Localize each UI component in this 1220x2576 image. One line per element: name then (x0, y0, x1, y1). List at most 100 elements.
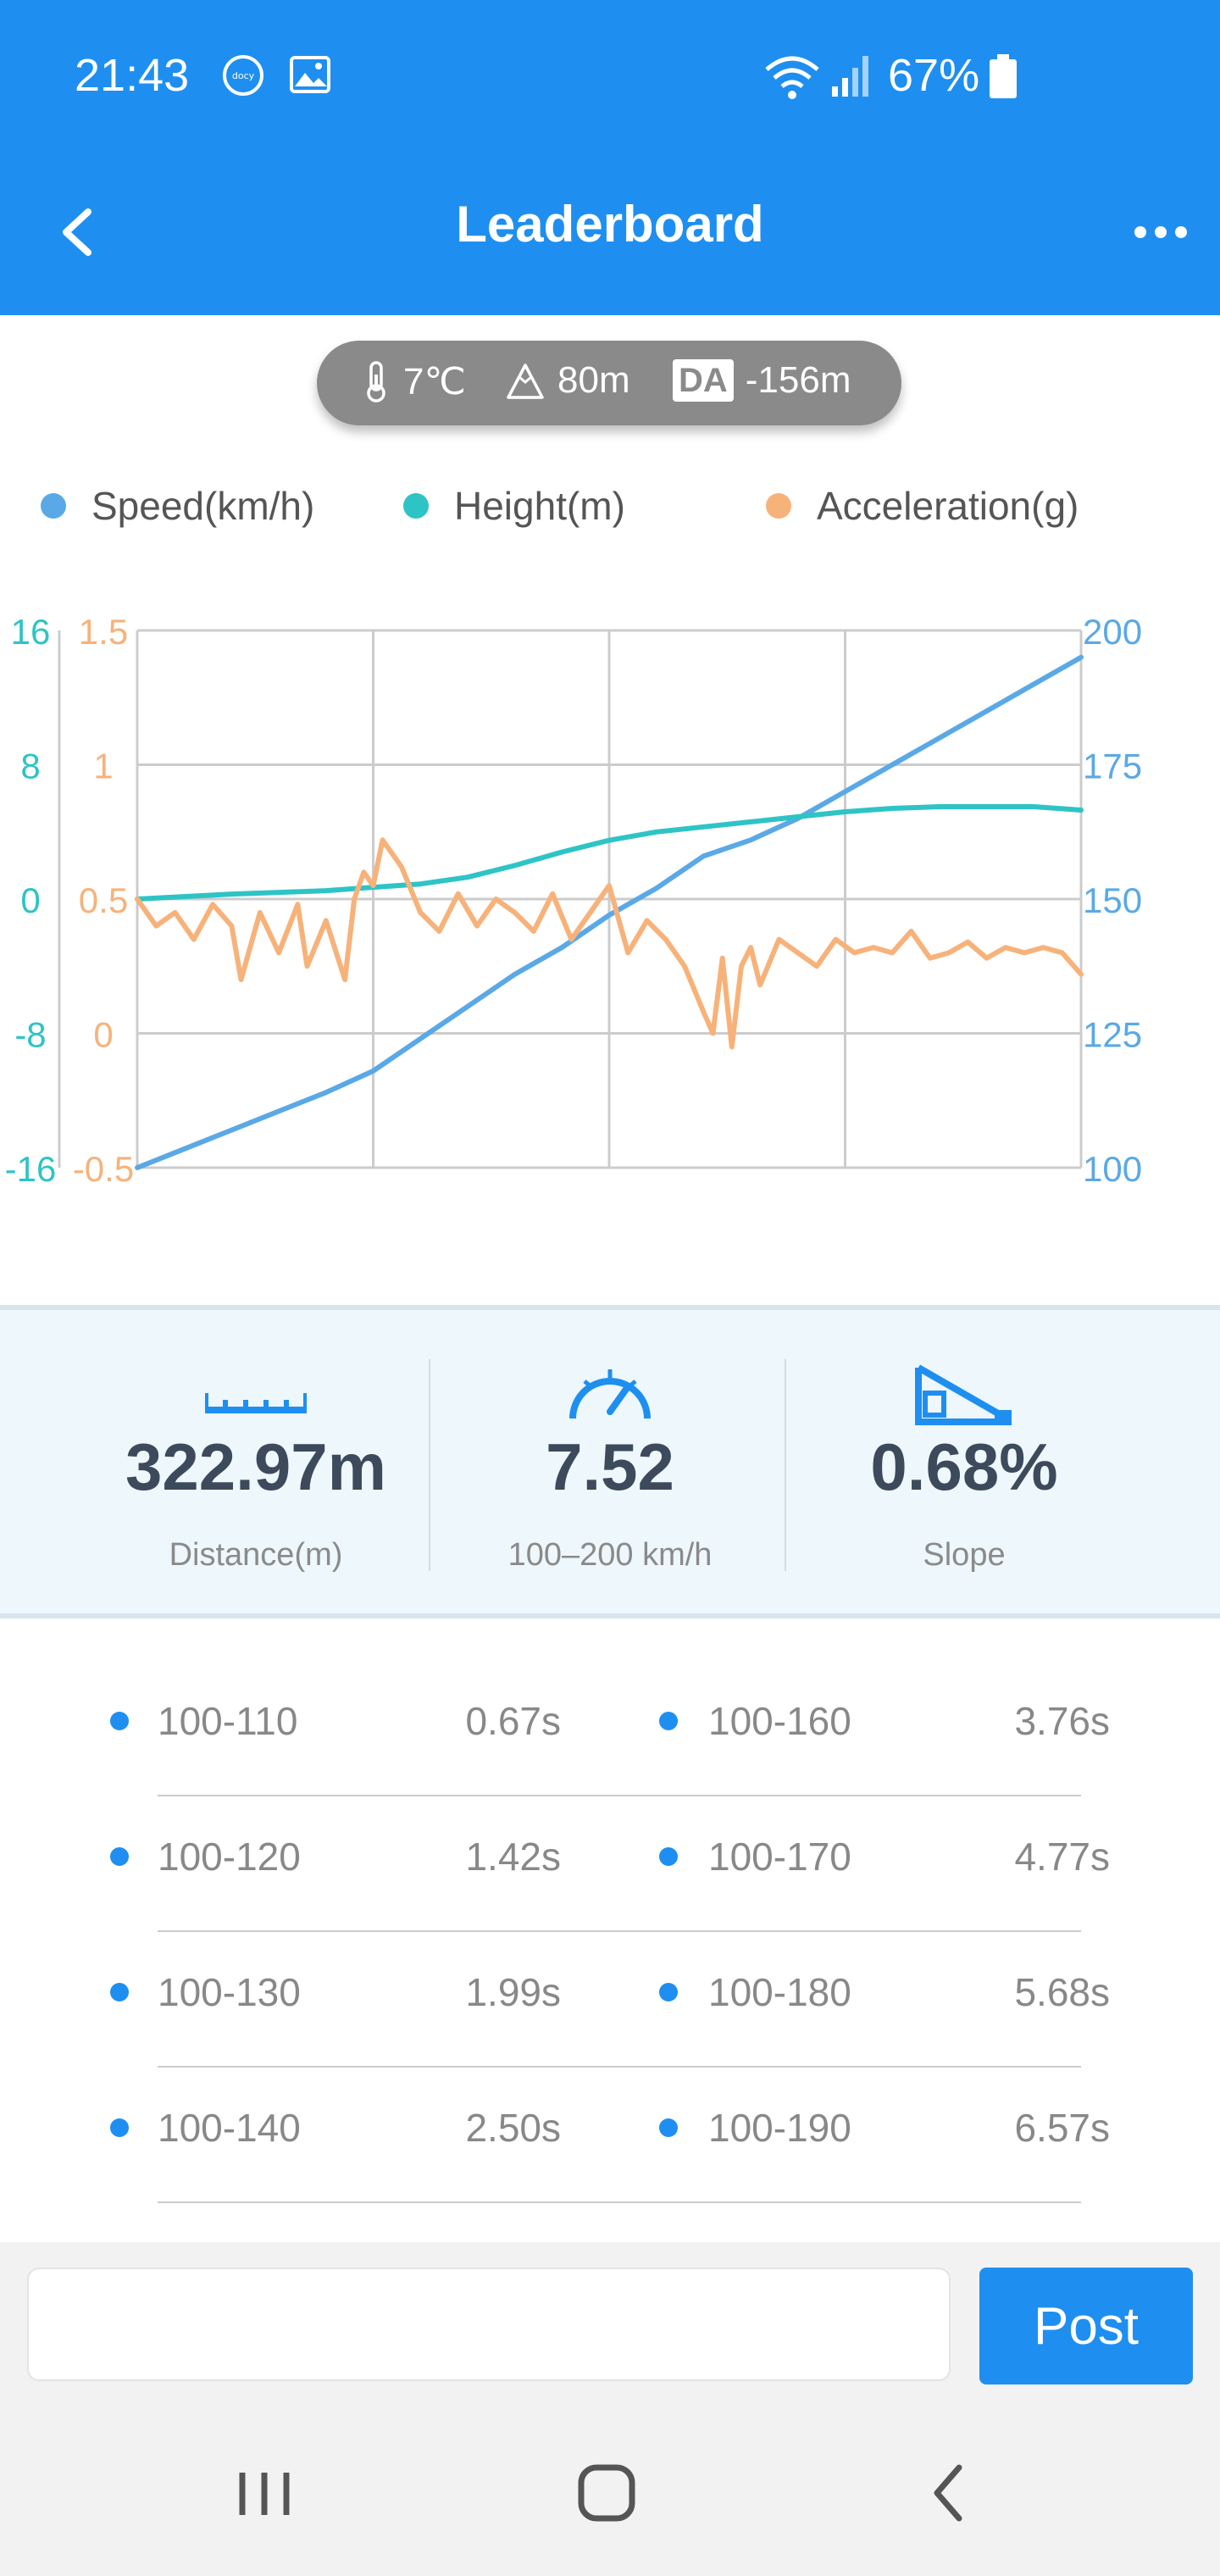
stat-time-value: 7.52 (546, 1430, 674, 1504)
home-button[interactable] (556, 2456, 657, 2532)
acceleration-tick-label: 1 (93, 747, 113, 786)
nav-back-button[interactable] (898, 2456, 1000, 2532)
split-time: 4.77s (1014, 1835, 1110, 1879)
back-button[interactable] (34, 190, 119, 275)
height-tick-label: -8 (14, 1015, 46, 1055)
app-bar: Leaderboard (0, 153, 1220, 315)
split-range: 100-140 (158, 2106, 301, 2150)
legend-label: Acceleration(g) (817, 484, 1079, 528)
divider (158, 1930, 1081, 1932)
more-menu-button[interactable] (1118, 190, 1203, 275)
density-altitude-value: -156m (745, 359, 851, 401)
legend-dot (41, 493, 66, 519)
gallery-icon (288, 53, 332, 101)
split-time: 5.68s (1014, 1970, 1110, 2014)
stat-slope-value: 0.68% (870, 1430, 1058, 1504)
page-title: Leaderboard (456, 196, 764, 253)
series-line-acceleration-g (135, 837, 1084, 1050)
chevron-left-icon (63, 208, 92, 256)
height-tick-label: 0 (20, 880, 40, 920)
split-time: 6.57s (1014, 2106, 1110, 2150)
divider (158, 2066, 1081, 2068)
stat-slope-label: Slope (923, 1537, 1006, 1573)
stat-time: 7.52 100–200 km/h (424, 1310, 796, 1615)
speed-tick-label: 150 (1083, 880, 1142, 920)
legend-label: Height(m) (454, 484, 625, 528)
chart-svg: 16 8 0 -8 -16 1.5 1 0.5 0 -0.5 200 175 150 125 100 (5, 612, 1142, 1189)
split-range: 100-110 (158, 1699, 298, 1743)
stat-time-label: 100–200 km/h (507, 1537, 713, 1573)
split-range: 100-180 (708, 1970, 851, 2014)
split-time: 1.42s (465, 1835, 561, 1879)
svg-text:docy: docy (232, 70, 255, 81)
signal-icon (830, 51, 873, 103)
split-range: 100-120 (158, 1835, 301, 1879)
legend-dot (403, 493, 429, 519)
series-line-speed-km-h (135, 654, 1084, 1170)
altitude-item: 80m (505, 359, 630, 402)
stat-slope: 0.68% Slope (778, 1310, 1151, 1615)
thermometer-icon (367, 361, 385, 402)
da-badge: DA (673, 359, 734, 402)
acceleration-tick-label: -0.5 (73, 1149, 134, 1189)
legend-item-acceleration[interactable]: Acceleration(g) (766, 483, 1079, 529)
split-row: 100-140 2.50s 100-190 6.57s (0, 2068, 1220, 2203)
legend-label: Speed(km/h) (92, 484, 315, 528)
speed-tick-label: 125 (1083, 1015, 1142, 1055)
split-time: 1.99s (465, 1970, 561, 2014)
density-altitude-item: DA -156m (673, 359, 851, 402)
temperature-value: 7℃ (403, 360, 466, 402)
battery-percent: 67% (888, 50, 980, 101)
recent-apps-button[interactable] (215, 2456, 317, 2532)
bullet-dot (110, 1983, 129, 2001)
performance-chart: 16 8 0 -8 -16 1.5 1 0.5 0 -0.5 200 175 150 125 100 (0, 576, 1220, 1220)
split-times-list: 100-110 0.67s 100-160 3.76s 100-120 1.42… (0, 1661, 1220, 2237)
back-icon (934, 2464, 962, 2522)
acceleration-tick-label: 1.5 (79, 612, 128, 652)
comment-input[interactable] (27, 2268, 951, 2381)
conditions-pill: 7℃ 80m DA -156m (317, 341, 901, 425)
stat-distance: 322.97m Distance(m) (69, 1310, 442, 1615)
speedometer-icon (569, 1369, 651, 1419)
split-time: 3.76s (1014, 1699, 1110, 1743)
split-range: 100-130 (158, 1970, 301, 2014)
more-horizontal-icon (1134, 226, 1187, 238)
slope-icon (915, 1364, 1012, 1425)
wifi-icon (762, 51, 822, 106)
legend-dot (766, 493, 791, 519)
stats-panel: 322.97m Distance(m) 7.52 100–200 km/h 0.… (0, 1305, 1220, 1618)
split-range: 100-160 (708, 1699, 851, 1743)
chart-legend: Speed(km/h) Height(m) Acceleration(g) (0, 483, 1220, 551)
stat-distance-label: Distance(m) (169, 1537, 343, 1573)
stat-distance-value: 322.97m (125, 1430, 386, 1504)
legend-item-height[interactable]: Height(m) (403, 483, 625, 529)
split-range: 100-190 (708, 2106, 851, 2150)
split-time: 2.50s (465, 2106, 561, 2150)
divider (158, 1795, 1081, 1796)
acceleration-tick-label: 0.5 (79, 880, 128, 920)
status-time: 21:43 (75, 50, 190, 101)
status-bar: 21:43 docy 67% (0, 0, 1220, 153)
bullet-dot (659, 1847, 678, 1866)
split-row: 100-130 1.99s 100-180 5.68s (0, 1932, 1220, 2068)
split-range: 100-170 (708, 1835, 851, 1879)
acceleration-tick-label: 0 (93, 1015, 113, 1055)
divider (158, 2201, 1081, 2203)
height-tick-label: 8 (20, 747, 40, 786)
legend-item-speed[interactable]: Speed(km/h) (41, 483, 314, 529)
divider (785, 1359, 786, 1571)
post-button[interactable]: Post (979, 2268, 1193, 2384)
recent-apps-icon (239, 2473, 290, 2515)
split-time: 0.67s (465, 1699, 561, 1743)
height-tick-label: -16 (5, 1149, 57, 1189)
bullet-dot (659, 2118, 678, 2137)
speed-tick-label: 100 (1083, 1149, 1142, 1189)
mountain-icon (507, 364, 544, 399)
height-tick-label: 16 (11, 612, 51, 652)
bullet-dot (659, 1983, 678, 2001)
home-icon (578, 2464, 635, 2522)
ruler-icon (205, 1393, 307, 1413)
split-row: 100-120 1.42s 100-170 4.77s (0, 1796, 1220, 1932)
temperature-item: 7℃ (361, 359, 466, 403)
bullet-dot (659, 1712, 678, 1730)
